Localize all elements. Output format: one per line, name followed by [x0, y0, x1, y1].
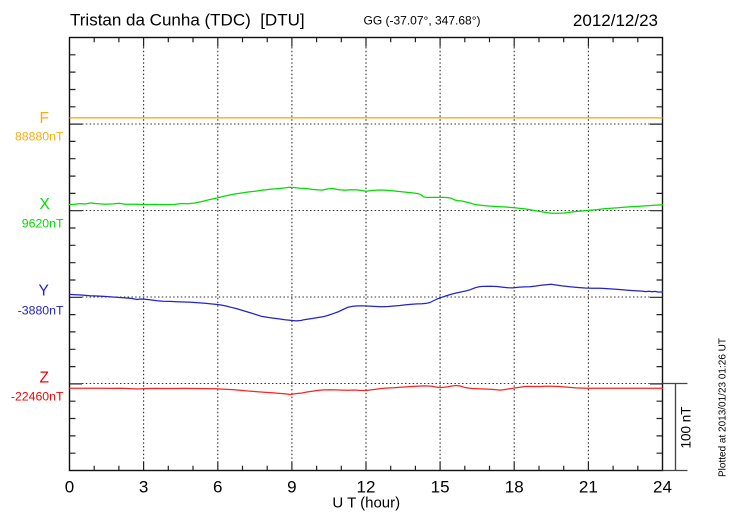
svg-text:GG (-37.07°, 347.68°): GG (-37.07°, 347.68°) — [364, 14, 481, 28]
svg-text:Y: Y — [39, 283, 49, 300]
svg-text:F: F — [40, 110, 49, 127]
svg-text:-22460nT: -22460nT — [11, 390, 64, 404]
svg-text:0: 0 — [65, 478, 74, 497]
svg-text:18: 18 — [505, 478, 524, 497]
svg-text:21: 21 — [579, 478, 598, 497]
svg-text:12: 12 — [357, 478, 376, 497]
svg-text:Z: Z — [40, 370, 49, 387]
svg-text:Tristan da Cunha (TDC) [DTU]: Tristan da Cunha (TDC) [DTU] — [70, 11, 305, 30]
svg-text:Plotted at 2013/01/23 01:26 UT: Plotted at 2013/01/23 01:26 UT — [718, 338, 729, 477]
svg-text:9: 9 — [287, 478, 296, 497]
svg-text:15: 15 — [431, 478, 450, 497]
svg-text:2012/12/23: 2012/12/23 — [573, 11, 658, 30]
svg-text:3: 3 — [139, 478, 148, 497]
svg-text:U T (hour): U T (hour) — [332, 495, 400, 512]
svg-text:24: 24 — [653, 478, 672, 497]
svg-text:X: X — [40, 196, 51, 213]
svg-text:-3880nT: -3880nT — [18, 304, 64, 318]
svg-text:6: 6 — [213, 478, 222, 497]
svg-text:9620nT: 9620nT — [22, 217, 64, 231]
svg-text:100 nT: 100 nT — [679, 406, 694, 448]
svg-text:88880nT: 88880nT — [15, 130, 64, 144]
